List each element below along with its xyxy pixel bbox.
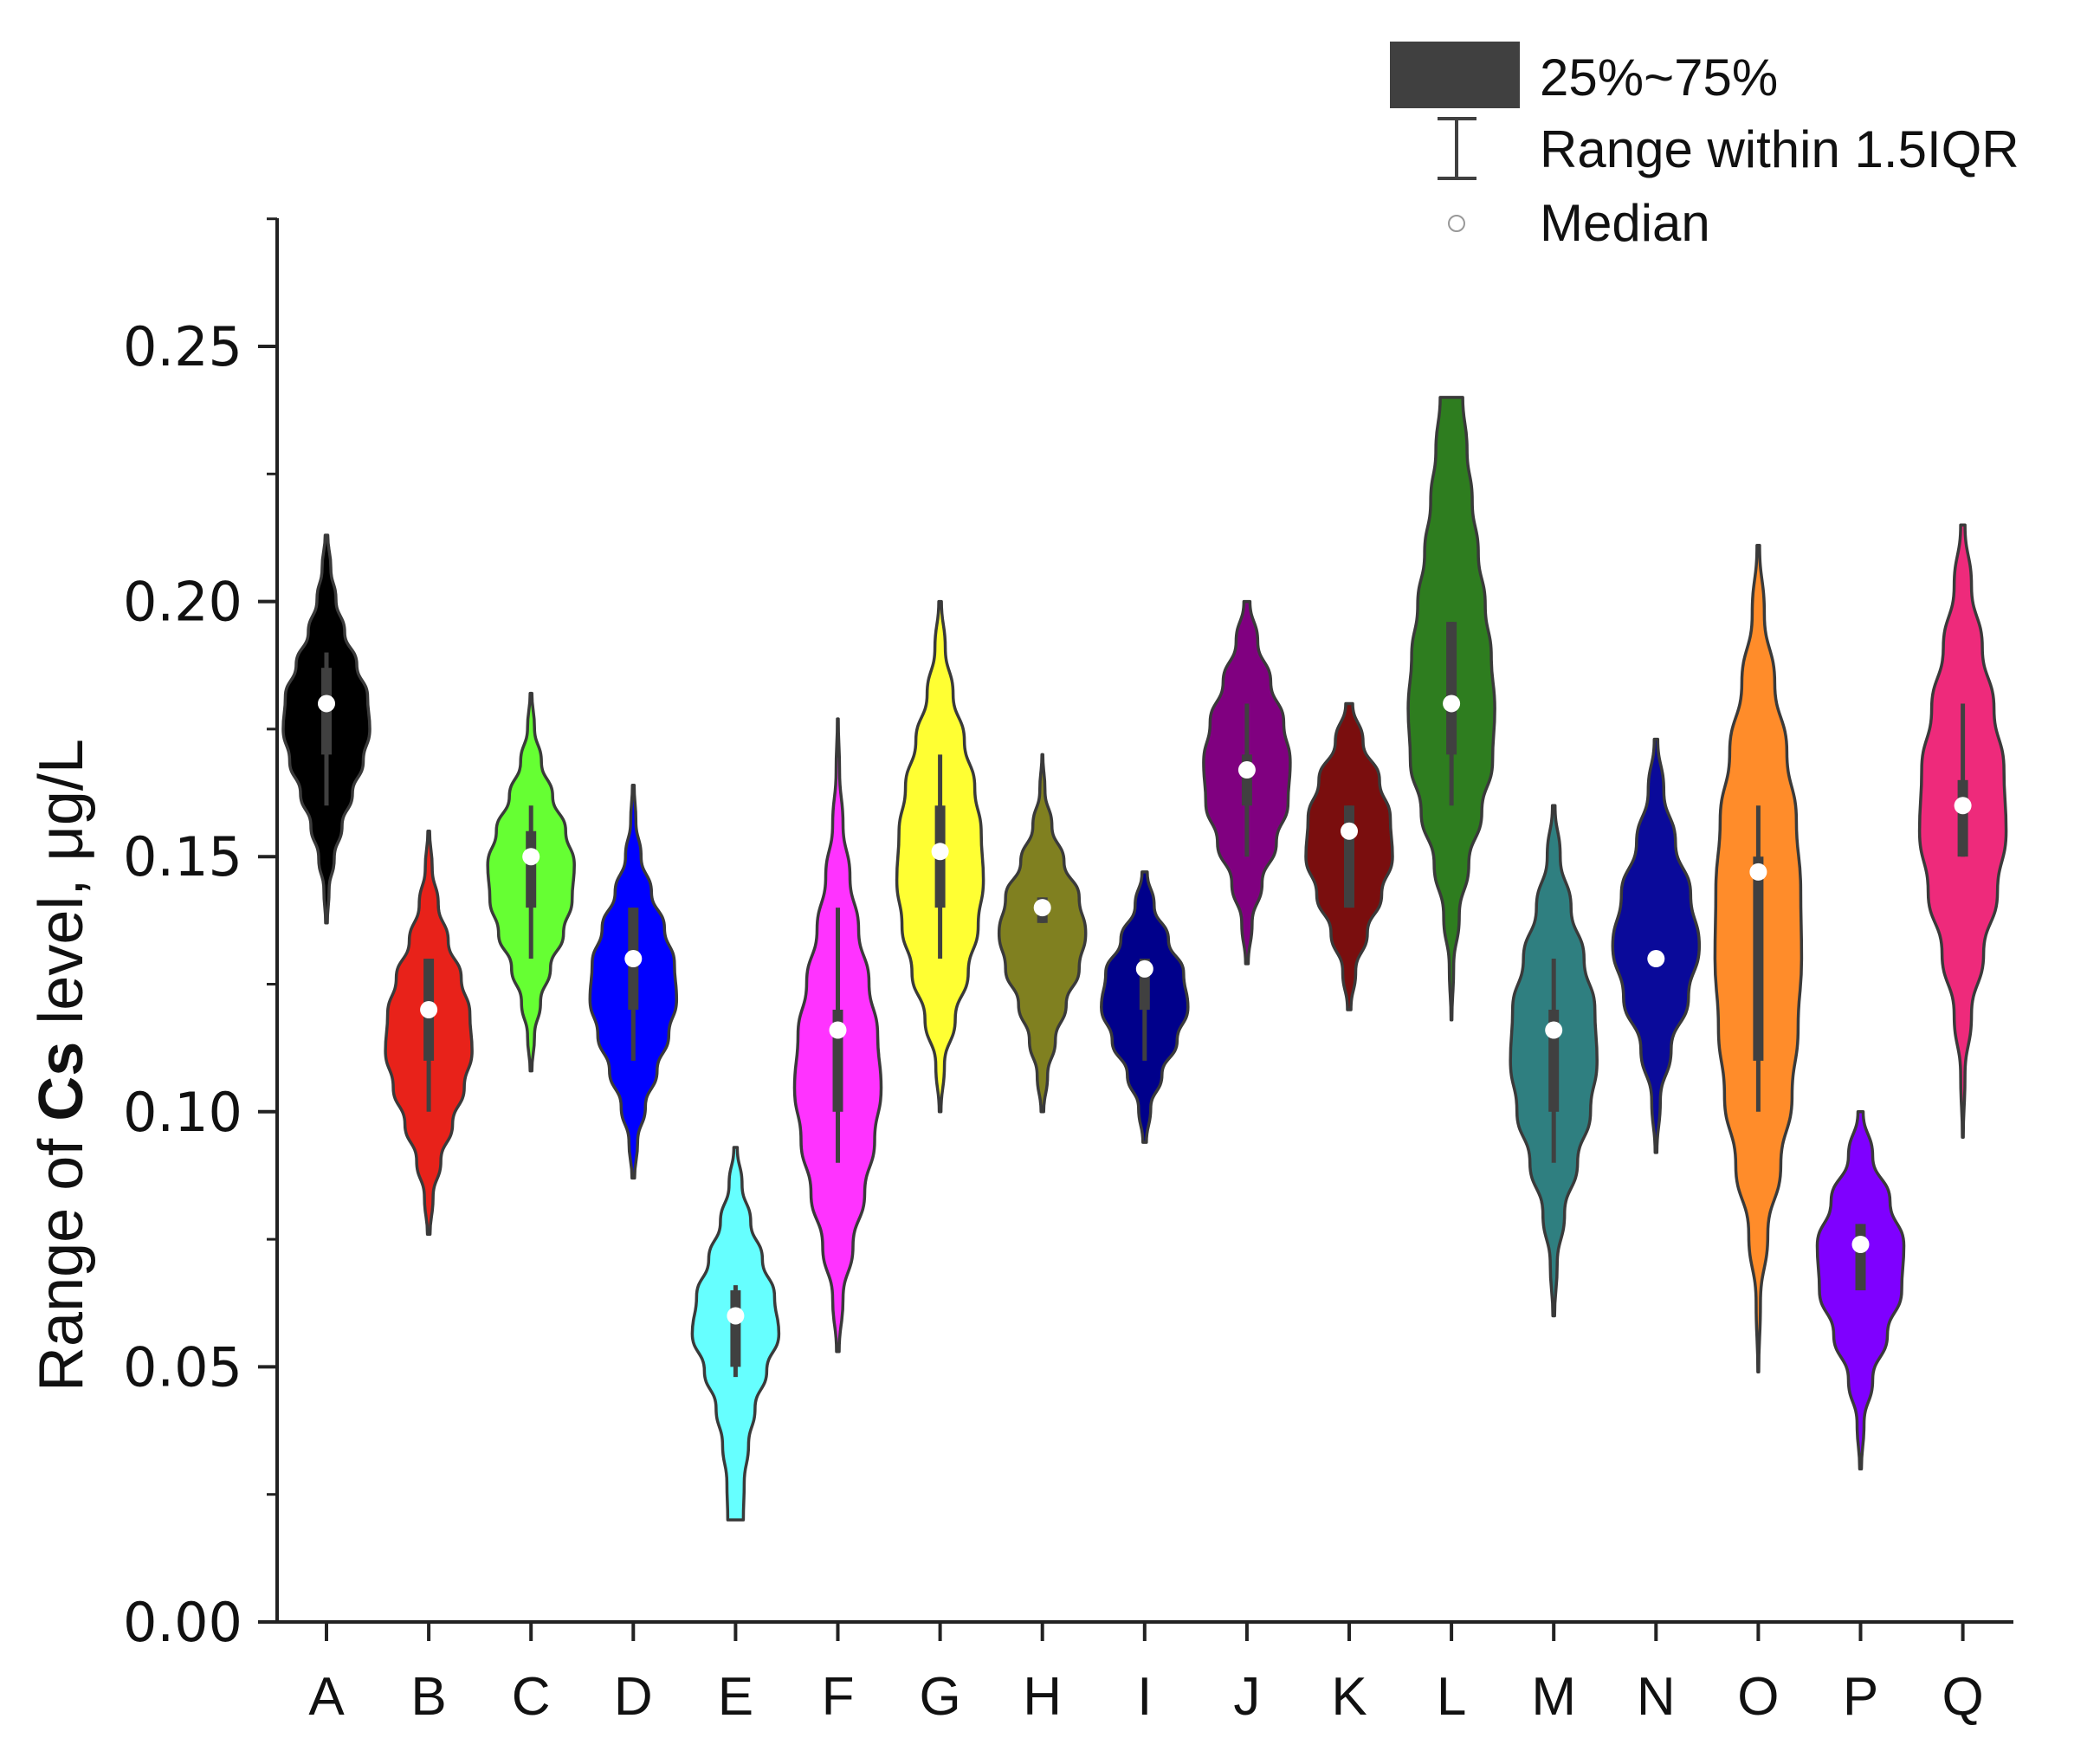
y-tick-label: 0.25 bbox=[123, 315, 242, 378]
x-tick-label: Q bbox=[1942, 1667, 1983, 1727]
violin-iqr-box bbox=[1446, 622, 1457, 755]
legend: 25%~75% Range within 1.5IQR Median bbox=[1390, 42, 2019, 252]
violin-median bbox=[1851, 1235, 1870, 1253]
legend-box-label: 25%~75% bbox=[1540, 48, 1778, 107]
violin-i bbox=[1100, 870, 1190, 1144]
violin-iqr-box bbox=[1957, 779, 1968, 857]
violin-g bbox=[895, 599, 985, 1114]
violin-median bbox=[1341, 822, 1358, 840]
violins bbox=[281, 396, 2008, 1522]
x-tick-label: E bbox=[718, 1667, 753, 1727]
violin-median bbox=[1545, 1021, 1563, 1039]
violin-iqr-box bbox=[1855, 1224, 1866, 1291]
violin-median bbox=[931, 843, 949, 861]
violin-p bbox=[1815, 1110, 1906, 1470]
violin-iqr-box bbox=[730, 1290, 741, 1367]
x-tick-label: I bbox=[1137, 1667, 1152, 1727]
violin-iqr-box bbox=[1753, 856, 1764, 1061]
violin-q bbox=[1917, 523, 2008, 1140]
violin-body bbox=[997, 753, 1088, 1114]
y-tick-label: 0.05 bbox=[123, 1335, 242, 1399]
violin-median bbox=[1443, 695, 1461, 713]
x-tick-label: M bbox=[1531, 1667, 1576, 1727]
x-tick-label: O bbox=[1737, 1667, 1779, 1727]
x-tick-label: B bbox=[410, 1667, 446, 1727]
violin-body bbox=[1611, 737, 1702, 1154]
violin-median bbox=[1954, 797, 1972, 815]
legend-box-swatch bbox=[1390, 42, 1520, 108]
violin-median bbox=[522, 848, 540, 866]
x-tick-label: L bbox=[1437, 1667, 1466, 1727]
violin-f bbox=[792, 717, 883, 1354]
violin-d bbox=[588, 783, 679, 1180]
legend-median-swatch bbox=[1448, 215, 1465, 232]
y-tick-label: 0.15 bbox=[123, 825, 242, 888]
violin-e bbox=[690, 1146, 781, 1522]
x-tick-label: H bbox=[1023, 1667, 1062, 1727]
violin-m bbox=[1509, 804, 1599, 1318]
x-tick-label: N bbox=[1637, 1667, 1676, 1727]
violin-median bbox=[1033, 899, 1051, 917]
violin-median bbox=[1237, 761, 1256, 779]
x-tick-label: A bbox=[308, 1667, 345, 1727]
violin-median bbox=[624, 950, 643, 968]
x-tick-label: P bbox=[1843, 1667, 1878, 1727]
y-axis-label-prefix: Range of bbox=[27, 1121, 96, 1392]
violin-median bbox=[318, 695, 335, 713]
violin-b bbox=[384, 829, 474, 1236]
violin-n bbox=[1611, 737, 1702, 1154]
violin-c bbox=[486, 691, 576, 1073]
x-axis-labels: A B C D E F G H I J K L M N O P Q bbox=[308, 1622, 1984, 1727]
x-tick-label: J bbox=[1233, 1667, 1260, 1727]
violin-a bbox=[281, 533, 372, 925]
x-tick-label: D bbox=[614, 1667, 653, 1727]
violin-median bbox=[1749, 863, 1767, 881]
y-tick-label: 0.20 bbox=[123, 571, 242, 634]
x-tick-label: C bbox=[512, 1667, 551, 1727]
violin-j bbox=[1202, 599, 1292, 966]
x-tick-label: F bbox=[822, 1667, 855, 1727]
x-tick-label: G bbox=[919, 1667, 960, 1727]
y-axis-label-bold: Cs bbox=[27, 1042, 96, 1121]
y-tick-label: 0.00 bbox=[123, 1591, 242, 1654]
y-axis-label-suffix: level, μg/L bbox=[27, 739, 96, 1042]
y-axis-label: Range of Cs level, μg/L bbox=[27, 739, 96, 1392]
violin-iqr-box bbox=[526, 830, 537, 908]
violin-o bbox=[1713, 544, 1804, 1374]
y-tick-label: 0.10 bbox=[123, 1081, 242, 1144]
violin-median bbox=[1647, 950, 1665, 968]
violin-median bbox=[829, 1021, 847, 1039]
violin-median bbox=[727, 1307, 745, 1325]
violin-k bbox=[1304, 701, 1394, 1011]
violin-l bbox=[1406, 396, 1496, 1022]
violin-median bbox=[1135, 959, 1153, 978]
legend-median-label: Median bbox=[1540, 194, 1710, 252]
x-tick-label: K bbox=[1331, 1667, 1367, 1727]
legend-whisker-label: Range within 1.5IQR bbox=[1540, 120, 2019, 178]
violin-iqr-box bbox=[1344, 805, 1354, 908]
legend-whisker-swatch bbox=[1438, 117, 1476, 180]
violin-median bbox=[420, 1000, 438, 1018]
violin-h bbox=[997, 753, 1088, 1114]
